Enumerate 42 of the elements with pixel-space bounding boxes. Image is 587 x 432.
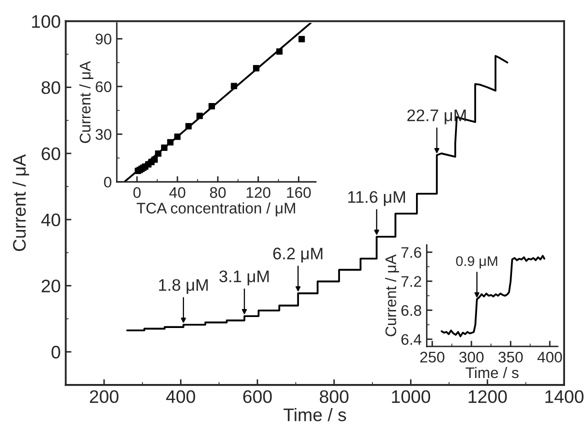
x-tick-label: 350 — [498, 352, 523, 363]
annotation: 22.7 μM — [407, 109, 466, 124]
annotation: 1.8 μM — [159, 279, 208, 294]
x-axis-title: Time / s — [284, 408, 346, 422]
x-tick-label: 300 — [459, 352, 484, 363]
x-tick-label: 1000 — [392, 390, 430, 404]
x-tick-label: 400 — [166, 390, 196, 404]
x-tick-label: 400 — [537, 352, 562, 363]
y-tick-label: 30 — [96, 129, 112, 140]
y-tick-label: 20 — [42, 280, 60, 292]
x-tick-label: 160 — [287, 187, 311, 198]
x-tick-label: 1400 — [545, 390, 584, 404]
y-tick-label: 90 — [96, 34, 112, 44]
y-axis-title: Current / μA — [12, 154, 30, 251]
x-tick-label: 0 — [133, 187, 141, 198]
y-axis-title: Current / μA — [79, 61, 94, 143]
y-tick-label: 40 — [41, 214, 60, 226]
y-tick-label: 7.6 — [401, 247, 422, 258]
annotation: 11.6 μM — [348, 191, 405, 206]
line-series — [440, 254, 546, 338]
y-axis-title: Current / μA — [385, 254, 400, 336]
y-tick-label: 0 — [104, 176, 112, 188]
x-tick-label: 80 — [210, 187, 226, 198]
annotation: 0.9 μM — [456, 256, 498, 269]
x-tick-label: 120 — [246, 187, 270, 198]
y-tick-label: 6.4 — [401, 334, 422, 345]
x-tick-label: 800 — [320, 390, 348, 404]
x-axis-title: Time / s — [466, 366, 519, 378]
y-tick-label: 7.2 — [401, 276, 422, 287]
y-tick-label: 60 — [96, 81, 112, 92]
annotation: 3.1 μM — [219, 270, 269, 286]
x-tick-label: 600 — [243, 390, 272, 404]
x-tick-label: 40 — [169, 187, 186, 198]
y-tick-label: 80 — [42, 81, 60, 94]
y-tick-label: 6.8 — [401, 305, 422, 316]
x-tick-label: 1200 — [468, 390, 507, 404]
y-tick-label: 100 — [32, 15, 60, 28]
y-tick-label: 60 — [42, 147, 60, 160]
x-tick-label: 250 — [420, 352, 444, 363]
x-tick-label: 200 — [90, 390, 118, 404]
annotation: 6.2 μM — [273, 248, 322, 262]
x-axis-title: TCA concentration / μM — [136, 202, 296, 216]
